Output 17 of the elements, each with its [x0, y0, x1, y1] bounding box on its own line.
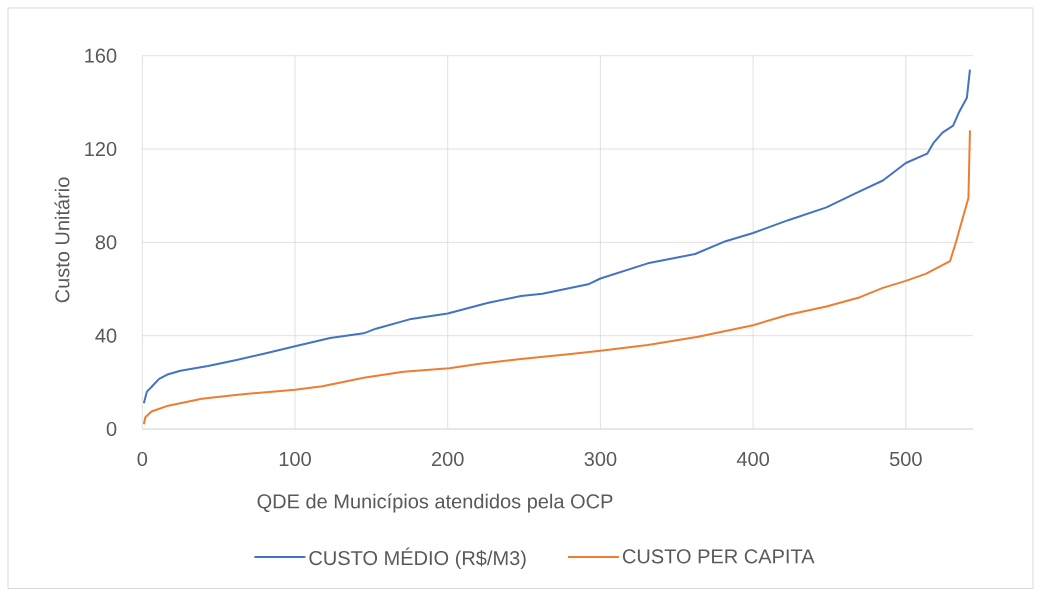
- y-tick-label: 80: [95, 235, 117, 250]
- x-tick-label: 500: [889, 451, 922, 467]
- line-series: [142, 129, 971, 426]
- line-series: [142, 68, 971, 405]
- legend-label: CUSTO PER CAPITA: [622, 549, 815, 564]
- y-tick-label: 40: [95, 328, 117, 343]
- y-tick-label: 0: [106, 421, 117, 437]
- x-tick-label: 400: [736, 451, 770, 467]
- x-tick-label: 200: [432, 451, 464, 467]
- y-axis-title: Custo Unitário: [54, 177, 70, 303]
- x-tick-label: 100: [279, 451, 311, 467]
- x-axis-title: QDE de Municípios atendidos pela OCP: [257, 493, 613, 513]
- y-tick-label: 160: [85, 48, 117, 63]
- legend-label: CUSTO MÉDIO (R$/M3): [309, 547, 526, 570]
- x-tick-label: 0: [137, 451, 148, 467]
- x-tick-label: 300: [584, 451, 617, 467]
- y-tick-label: 120: [85, 141, 117, 157]
